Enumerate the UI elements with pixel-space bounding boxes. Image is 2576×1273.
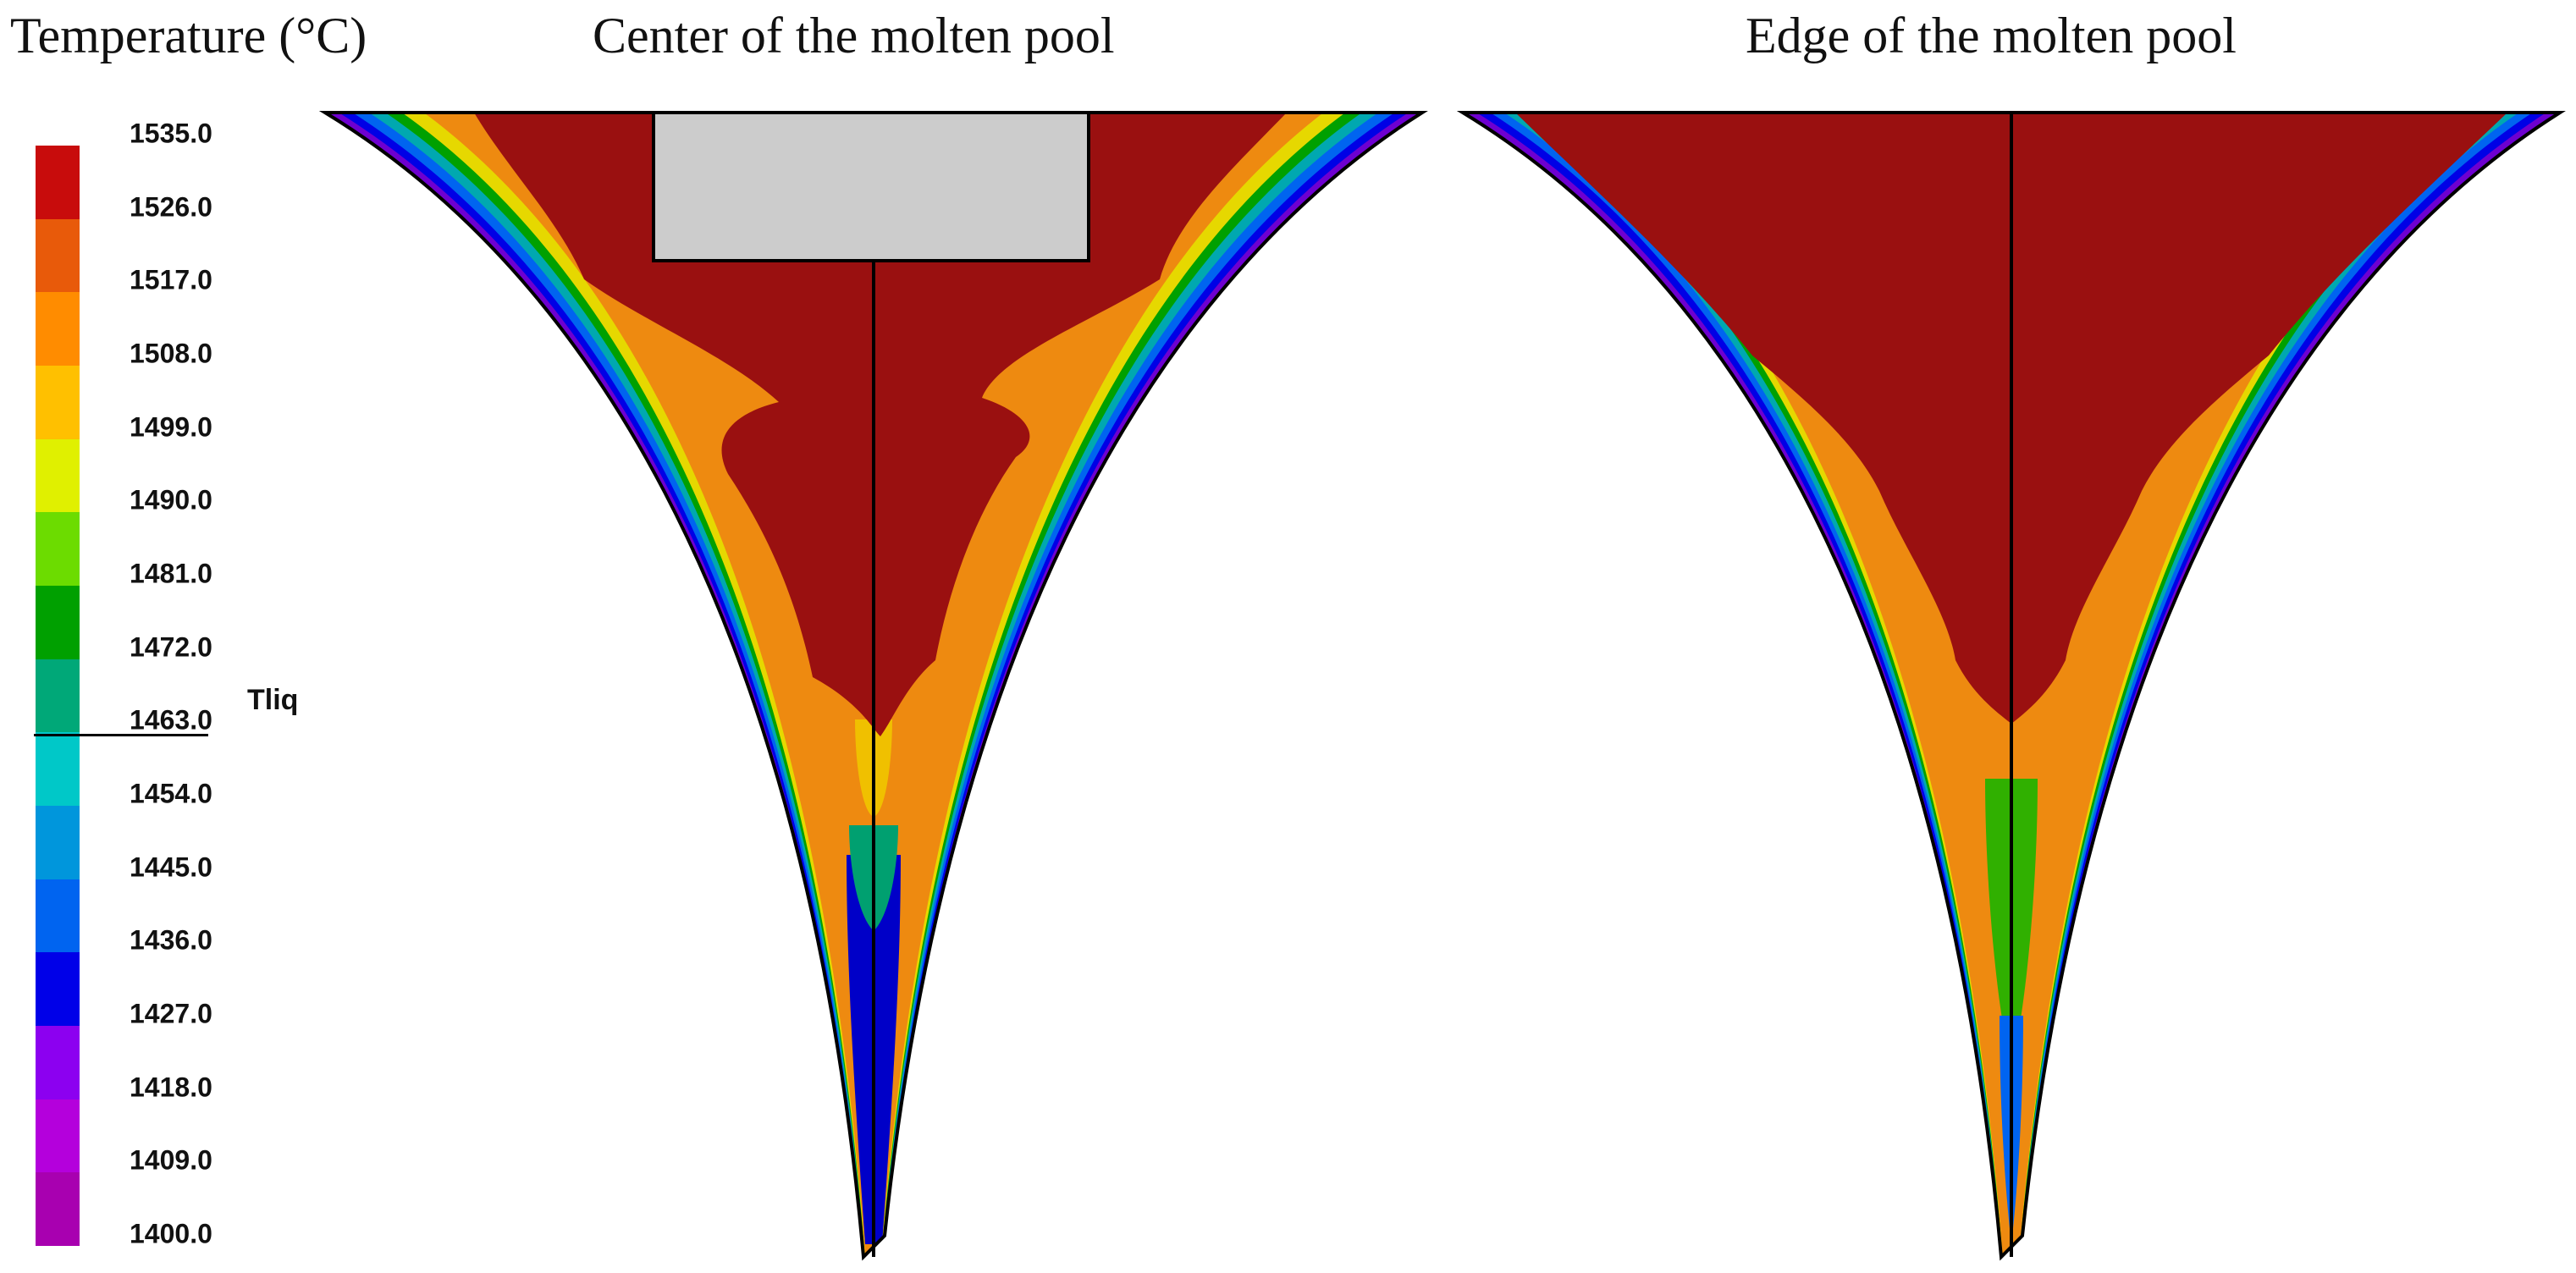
colorbar-swatch [36,732,80,806]
liquidus-marker-label: Tliq [247,684,299,716]
colorbar-tick-label: 1436.0 [130,924,212,956]
panel-edge-plot [1461,111,2562,1259]
colorbar-swatch [36,218,80,293]
colorbar-tick-label: 1481.0 [130,558,212,589]
colorbar-tick-label: 1400.0 [130,1218,212,1249]
colorbar-swatch [36,512,80,586]
colorbar-tick-label: 1427.0 [130,998,212,1029]
colorbar-swatch [36,1172,80,1246]
legend-title: Temperature (°C) [10,8,367,63]
colorbar-tick-label: 1535.0 [130,118,212,149]
colorbar-tick-label: 1454.0 [130,778,212,809]
temperature-colorbar [36,146,80,1246]
panel-center-plot [323,111,1424,1259]
colorbar-swatch [36,1099,80,1173]
colorbar-swatch [36,952,80,1026]
colorbar-tick-label: 1517.0 [130,264,212,295]
colorbar-swatch [36,805,80,879]
colorbar-swatch [36,365,80,439]
core-superheat-region-center [474,113,1287,736]
colorbar-swatch [36,585,80,659]
colorbar-tick-label: 1490.0 [130,484,212,515]
colorbar-tick-label: 1409.0 [130,1144,212,1176]
colorbar-swatch [36,146,80,219]
colorbar-swatch [36,879,80,953]
colorbar-tick-label: 1472.0 [130,631,212,663]
colorbar-tick-label: 1526.0 [130,191,212,223]
submerged-nozzle [652,111,1090,262]
colorbar-swatch [36,438,80,513]
colorbar-tick-label: 1418.0 [130,1072,212,1103]
colorbar-tick-label: 1508.0 [130,338,212,369]
colorbar-tick-label: 1499.0 [130,411,212,443]
colorbar-swatch [36,292,80,366]
panel-title-edge: Edge of the molten pool [1746,8,2237,63]
colorbar-tick-label: 1463.0 [130,704,212,736]
colorbar-swatch [36,659,80,733]
colorbar-swatch [36,1025,80,1099]
colorbar-tick-label: 1445.0 [130,851,212,883]
liquidus-marker-line [34,734,208,736]
panel-title-center: Center of the molten pool [593,8,1115,63]
